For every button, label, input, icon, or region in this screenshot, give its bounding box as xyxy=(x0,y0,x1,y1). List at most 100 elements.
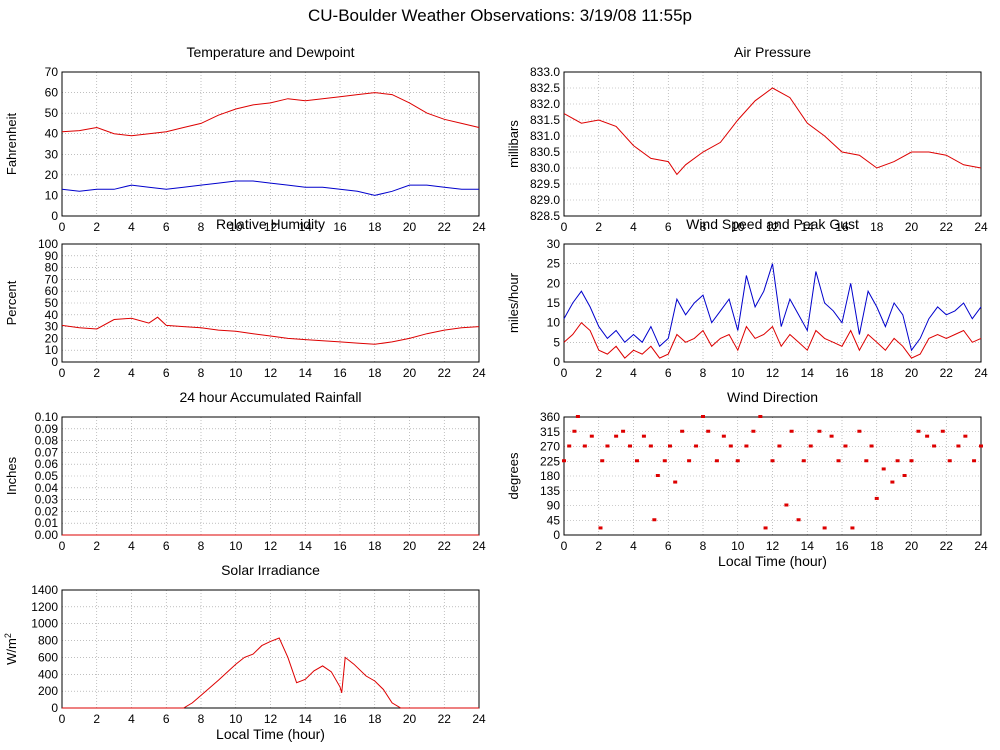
y-tick-label: 315 xyxy=(540,425,560,439)
y-axis-label: miles/hour xyxy=(506,272,521,333)
x-tick-label: 16 xyxy=(835,366,849,380)
data-point xyxy=(874,496,879,500)
x-tick-label: 16 xyxy=(333,220,347,234)
data-point xyxy=(758,415,763,418)
x-tick-label: 2 xyxy=(595,220,602,234)
x-tick-label: 4 xyxy=(630,539,637,553)
y-tick-label: 0.08 xyxy=(35,434,59,448)
data-point xyxy=(721,434,726,438)
chart-title: Relative Humidity xyxy=(216,216,325,232)
chart-rainfall: 24 hour Accumulated Rainfall 0.000.010.02… xyxy=(4,389,486,553)
y-tick-label: 20 xyxy=(45,168,59,182)
chart-title: Air Pressure xyxy=(734,44,811,60)
y-tick-label: 0 xyxy=(553,528,560,542)
data-point xyxy=(605,444,610,448)
y-tick-label: 30 xyxy=(45,147,59,161)
series-line xyxy=(61,316,480,345)
data-point xyxy=(947,459,952,463)
chart-title: Temperature and Dewpoint xyxy=(186,44,354,60)
x-tick-label: 2 xyxy=(93,220,100,234)
x-tick-label: 18 xyxy=(368,366,382,380)
plot-frame xyxy=(563,243,982,363)
x-tick-label: 8 xyxy=(198,366,205,380)
y-tick-label: 600 xyxy=(38,650,58,664)
plot-frame xyxy=(563,71,982,217)
data-point xyxy=(770,459,775,463)
data-point xyxy=(808,444,813,448)
y-tick-label: 0 xyxy=(51,355,58,369)
series-line xyxy=(563,321,982,359)
x-tick-label: 10 xyxy=(731,220,745,234)
data-point xyxy=(932,444,937,448)
data-point xyxy=(714,459,719,463)
chart-temperature: Temperature and Dewpoint 0 10 20 30 40 50 60 70 0… xyxy=(4,44,486,234)
data-point xyxy=(843,444,848,448)
data-point xyxy=(801,459,806,463)
y-tick-label: 0.06 xyxy=(35,457,59,471)
y-tick-label: 50 xyxy=(45,296,59,310)
y-tick-label: 60 xyxy=(45,284,59,298)
x-tick-label: 4 xyxy=(128,220,135,234)
x-tick-label: 14 xyxy=(801,366,815,380)
y-tick-label: 135 xyxy=(540,484,560,498)
x-tick-label: 8 xyxy=(700,539,707,553)
x-tick-label: 20 xyxy=(905,539,919,553)
x-tick-label: 0 xyxy=(561,539,568,553)
y-axis-label: Percent xyxy=(4,280,19,325)
x-tick-label: 24 xyxy=(472,220,486,234)
x-tick-label: 8 xyxy=(700,366,707,380)
data-point xyxy=(744,444,749,448)
chart-title: 24 hour Accumulated Rainfall xyxy=(179,389,361,405)
data-point xyxy=(673,480,678,484)
y-tick-label: 0.04 xyxy=(35,481,59,495)
x-tick-label: 6 xyxy=(665,366,672,380)
y-tick-label: 800 xyxy=(38,634,58,648)
page-title: CU-Boulder Weather Observations: 3/19/08… xyxy=(308,6,692,25)
y-tick-label: 833.0 xyxy=(530,65,560,79)
y-tick-label: 830.0 xyxy=(530,161,560,175)
x-tick-label: 8 xyxy=(198,712,205,726)
data-point xyxy=(634,459,639,463)
y-tick-label: 90 xyxy=(45,249,59,263)
y-tick-label: 0.00 xyxy=(35,528,59,542)
y-tick-label: 10 xyxy=(45,343,59,357)
data-point xyxy=(763,526,768,530)
plot-frame xyxy=(563,416,982,536)
data-point xyxy=(925,434,930,438)
x-tick-label: 22 xyxy=(940,220,954,234)
data-point xyxy=(621,429,626,433)
y-tick-label: 45 xyxy=(547,513,561,527)
y-tick-label: 0 xyxy=(51,209,58,223)
data-point xyxy=(895,459,900,463)
x-tick-label: 10 xyxy=(731,539,745,553)
y-axis-label: W/m2 xyxy=(3,633,19,665)
y-tick-label: 70 xyxy=(45,65,59,79)
x-tick-label: 22 xyxy=(438,712,452,726)
x-tick-label: 22 xyxy=(438,366,452,380)
y-tick-label: 1000 xyxy=(31,617,58,631)
x-tick-label: 22 xyxy=(438,539,452,553)
data-point xyxy=(614,434,619,438)
y-tick-label: 400 xyxy=(38,667,58,681)
y-tick-label: 90 xyxy=(547,499,561,513)
data-point xyxy=(890,480,895,484)
x-tick-label: 12 xyxy=(766,539,780,553)
x-tick-label: 18 xyxy=(368,220,382,234)
x-tick-label: 12 xyxy=(264,712,278,726)
y-axis-label: degrees xyxy=(506,452,521,499)
x-tick-label: 8 xyxy=(700,220,707,234)
y-tick-label: 25 xyxy=(547,257,561,271)
y-tick-label: 180 xyxy=(540,469,560,483)
plot-frame xyxy=(61,243,480,363)
y-tick-label: 10 xyxy=(45,188,59,202)
data-point xyxy=(869,444,874,448)
y-axis-label: millibars xyxy=(506,120,521,168)
y-tick-label: 40 xyxy=(45,308,59,322)
data-point xyxy=(562,459,566,463)
y-tick-label: 0.02 xyxy=(35,504,59,518)
y-tick-label: 1200 xyxy=(31,600,58,614)
data-point xyxy=(735,459,740,463)
chart-title: Wind Direction xyxy=(727,389,818,405)
x-tick-label: 12 xyxy=(264,220,278,234)
